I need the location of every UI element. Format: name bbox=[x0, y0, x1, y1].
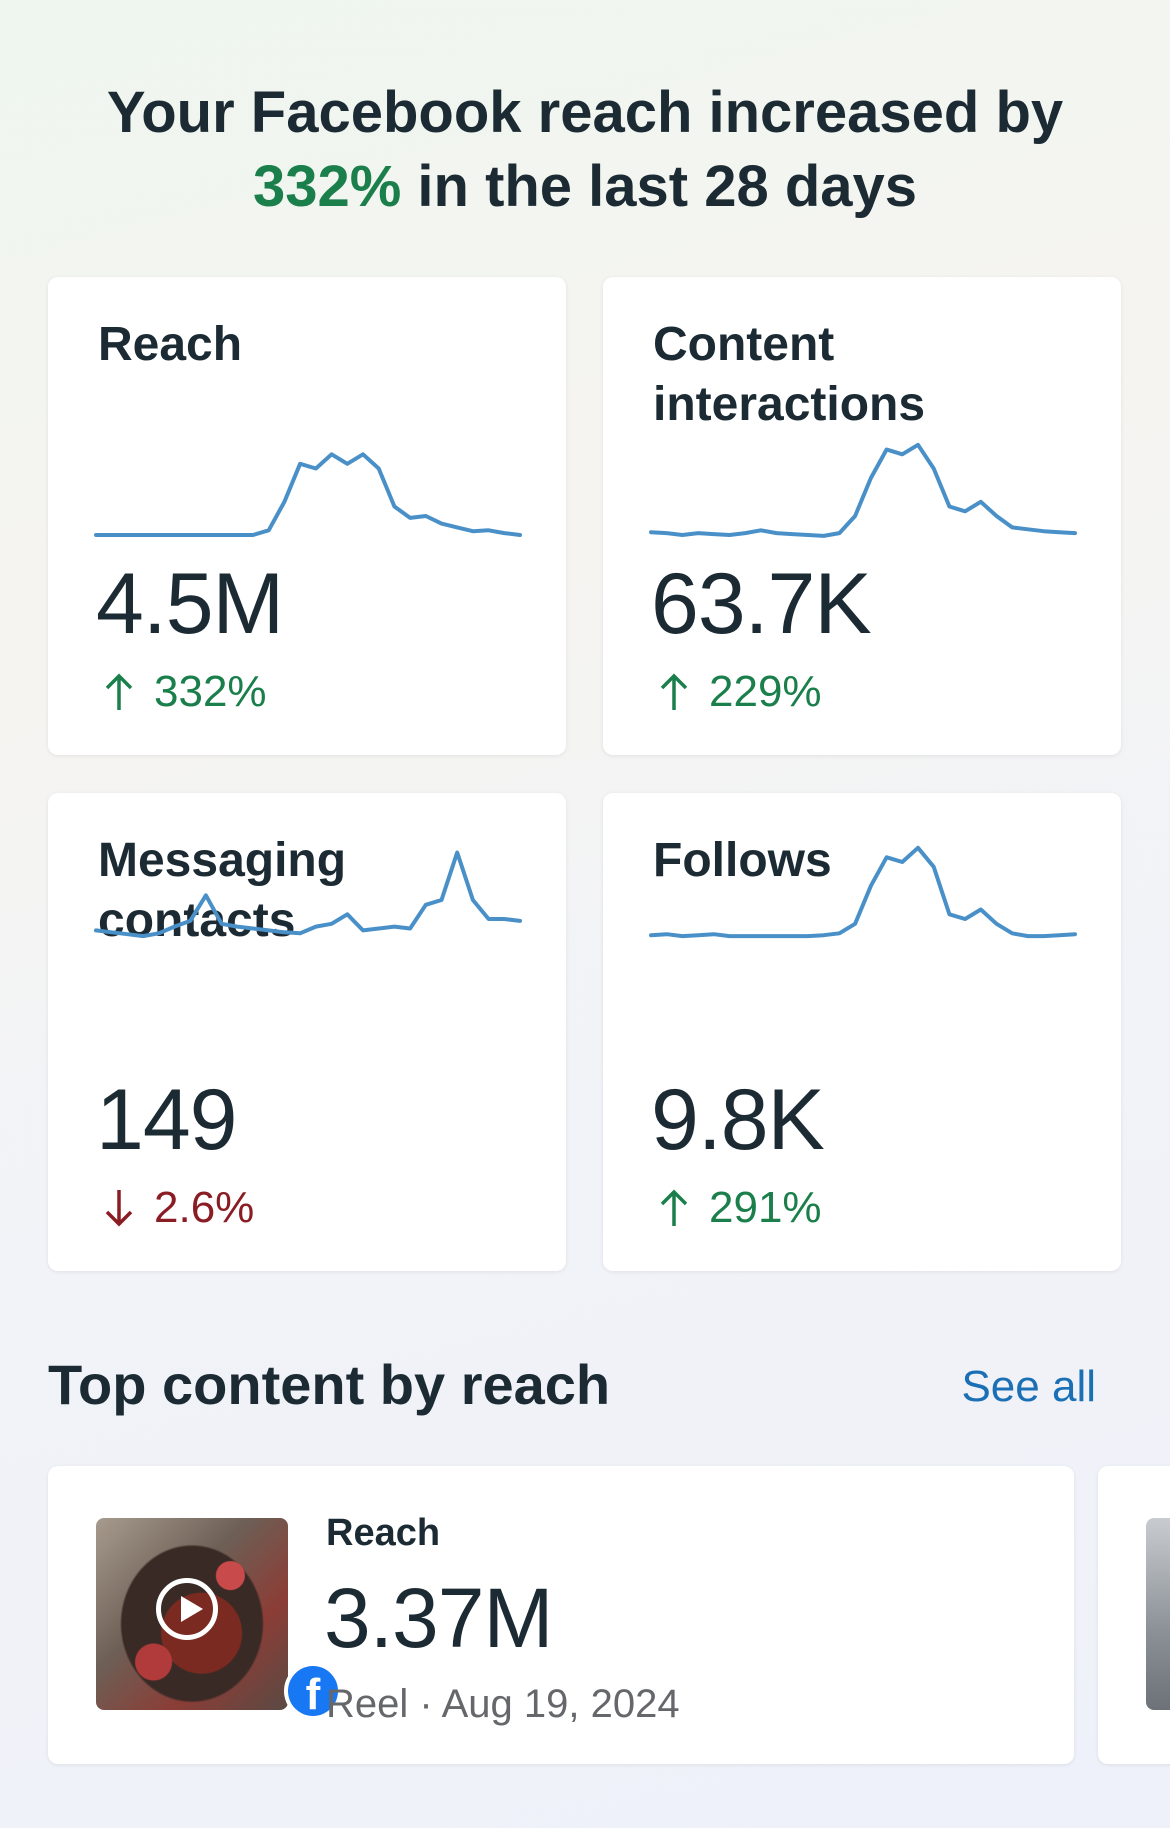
headline-suffix: in the last 28 days bbox=[417, 154, 918, 219]
next-content-thumbnail[interactable] bbox=[1146, 1518, 1170, 1710]
arrow-up-icon bbox=[660, 673, 688, 710]
metric-change: 2.6% bbox=[102, 1183, 254, 1233]
metric-card-follows[interactable]: Follows 9.8K 291% bbox=[603, 793, 1121, 1271]
sparkline-path bbox=[649, 845, 1077, 939]
play-icon bbox=[156, 1578, 218, 1640]
reel-thumbnail[interactable] bbox=[96, 1518, 288, 1710]
sparkline-path bbox=[94, 452, 522, 537]
metric-card-content-interactions[interactable]: Content interactions 63.7K 229% bbox=[603, 277, 1121, 755]
metric-value: 63.7K bbox=[651, 556, 872, 652]
next-content-card[interactable] bbox=[1098, 1466, 1170, 1764]
metric-change: 291% bbox=[657, 1183, 822, 1233]
metric-change: 229% bbox=[657, 667, 822, 717]
metric-title: Messaging contacts bbox=[98, 834, 347, 947]
arrow-up-icon bbox=[660, 1189, 688, 1226]
top-content-card[interactable]: f Reach 3.37M Reel · Aug 19, 2024 bbox=[48, 1466, 1074, 1764]
follows-sparkline bbox=[649, 845, 1077, 939]
reach-sparkline bbox=[94, 452, 522, 537]
metric-change-value: 229% bbox=[709, 667, 822, 716]
messaging-contacts-sparkline bbox=[94, 850, 522, 939]
headline-prefix: Your Facebook reach increased by bbox=[106, 80, 1064, 145]
metric-change-value: 291% bbox=[709, 1183, 822, 1232]
top-content-title: Top content by reach bbox=[48, 1353, 611, 1416]
sparkline-path bbox=[94, 850, 522, 939]
arrow-down-icon bbox=[105, 1190, 133, 1227]
metric-value: 4.5M bbox=[96, 556, 284, 652]
metric-card-messaging-contacts[interactable]: Messaging contacts 149 2.6% bbox=[48, 793, 566, 1271]
metric-change-value: 2.6% bbox=[154, 1183, 255, 1232]
metric-title: Reach bbox=[98, 318, 243, 371]
arrow-up-icon bbox=[105, 673, 133, 710]
headline-percent: 332% bbox=[252, 154, 402, 219]
see-all-link[interactable]: See all bbox=[961, 1362, 1096, 1411]
metric-title: Content interactions bbox=[653, 318, 926, 431]
reach-summary-headline: Your Facebook reach increased by 332% in… bbox=[0, 76, 1170, 224]
metric-card-reach[interactable]: Reach 4.5M 332% bbox=[48, 277, 566, 755]
metric-value: 149 bbox=[96, 1072, 237, 1168]
facebook-badge-icon: f bbox=[284, 1662, 342, 1720]
metric-change-value: 332% bbox=[154, 667, 267, 716]
previous-section-edge bbox=[0, 0, 1170, 20]
metric-title: Follows bbox=[653, 834, 832, 887]
content-interactions-sparkline bbox=[649, 442, 1077, 538]
sparkline-path bbox=[649, 442, 1077, 538]
metric-change: 332% bbox=[102, 667, 267, 717]
metric-value: 9.8K bbox=[651, 1072, 825, 1168]
content-reach-label: Reach bbox=[326, 1512, 441, 1554]
content-reach-value: 3.37M bbox=[324, 1571, 553, 1665]
content-meta: Reel · Aug 19, 2024 bbox=[326, 1682, 680, 1726]
facebook-logo-icon: f bbox=[288, 1666, 338, 1716]
